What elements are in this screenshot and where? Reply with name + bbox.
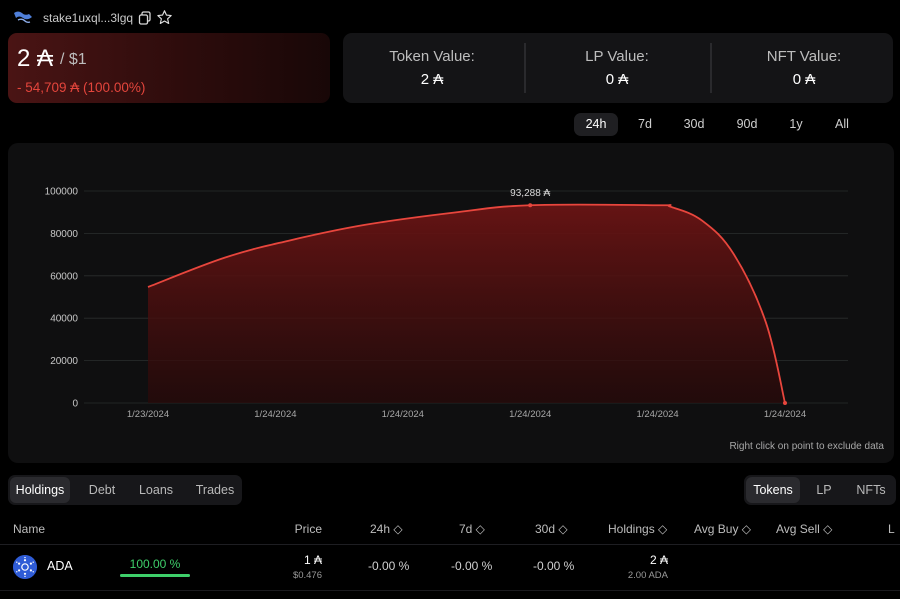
column-header-7d[interactable]: 7d ◇ <box>459 522 485 536</box>
token-price-usd: $0.476 <box>292 570 322 581</box>
portfolio-chart[interactable]: 100000 80000 60000 40000 20000 0 1/23/2024 1/2… <box>0 0 900 470</box>
value-breakdown-card <box>343 33 893 103</box>
column-header-24h[interactable]: 24h ◇ <box>370 522 403 536</box>
portfolio-share: 100.00 % <box>129 557 181 571</box>
divider <box>710 43 712 93</box>
range-tab-30d[interactable]: 30d <box>683 117 705 131</box>
portfolio-value-card <box>8 33 330 103</box>
nft-value: 0 ₳ <box>792 71 816 88</box>
tab-tokens[interactable]: Tokens <box>746 477 800 503</box>
y-tick-label: 0 <box>72 399 78 410</box>
x-tick-label: 1/24/2024 <box>636 409 678 420</box>
peak-label: 93,288 ₳ <box>510 188 550 199</box>
range-tab-24h[interactable]: 24h <box>574 113 618 136</box>
column-header-price[interactable]: Price <box>294 522 322 536</box>
tab-holdings[interactable]: Holdings <box>10 477 70 503</box>
token-price: 1 ₳ <box>303 553 322 567</box>
tab-loans[interactable]: Loans <box>138 483 174 497</box>
divider <box>524 43 526 93</box>
chart-area <box>148 204 785 403</box>
lp-value-label: LP Value: <box>585 48 649 65</box>
range-tab-all[interactable]: All <box>835 117 849 131</box>
chart-line <box>147 203 786 404</box>
lp-value: 0 ₳ <box>605 71 629 88</box>
tab-nfts[interactable]: NFTs <box>856 483 886 497</box>
column-header-avg-buy[interactable]: Avg Buy ◇ <box>694 522 752 536</box>
nft-value-block: NFT Value: 0 ₳ <box>714 33 894 103</box>
x-tick-label: 1/24/2024 <box>764 409 806 420</box>
divider <box>0 590 900 591</box>
ada-token-icon <box>13 555 37 579</box>
portfolio-share-bar <box>120 574 190 577</box>
stake-address: stake1uxql...3lgq <box>43 11 134 25</box>
wallet-logo-icon <box>14 11 32 24</box>
y-tick-label: 20000 <box>50 356 78 367</box>
y-tick-label: 100000 <box>45 187 79 198</box>
token-value-label: Token Value: <box>389 48 475 65</box>
nft-value-label: NFT Value: <box>766 48 842 65</box>
portfolio-change: - 54,709 ₳ (100.00%) <box>17 80 146 95</box>
change-24h: -0.00 % <box>368 559 410 573</box>
token-name[interactable]: ADA <box>47 559 73 573</box>
tab-debt[interactable]: Debt <box>88 483 116 497</box>
range-tab-7d[interactable]: 7d <box>638 117 652 131</box>
x-tick-label: 1/24/2024 <box>382 409 424 420</box>
range-tab-90d[interactable]: 90d <box>736 117 758 131</box>
x-tick-label: 1/24/2024 <box>254 409 296 420</box>
portfolio-usd-value: / $1 <box>60 51 87 68</box>
portfolio-value: 2 ₳ <box>17 45 54 72</box>
change-7d: -0.00 % <box>451 559 493 573</box>
chart-hint: Right click on point to exclude data <box>729 441 884 452</box>
column-header-avg-sell[interactable]: Avg Sell ◇ <box>776 522 833 536</box>
y-tick-label: 60000 <box>50 271 78 282</box>
range-tab-1y[interactable]: 1y <box>789 117 803 131</box>
column-header-name[interactable]: Name <box>13 522 46 536</box>
token-value: 2 ₳ <box>420 71 444 88</box>
token-value-block: Token Value: 2 ₳ <box>342 33 522 103</box>
change-30d: -0.00 % <box>533 559 575 573</box>
token-holdings: 2 ₳ <box>649 553 668 567</box>
tab-trades[interactable]: Trades <box>195 483 235 497</box>
lp-value-block: LP Value: 0 ₳ <box>527 33 707 103</box>
y-tick-label: 80000 <box>50 229 78 240</box>
column-header-l[interactable]: L <box>888 522 895 536</box>
divider <box>0 544 900 545</box>
x-tick-label: 1/23/2024 <box>127 409 169 420</box>
tab-lp[interactable]: LP <box>816 483 832 497</box>
end-point[interactable] <box>783 400 787 405</box>
column-header-holdings[interactable]: Holdings ◇ <box>608 522 668 536</box>
token-holdings-amount: 2.00 ADA <box>627 570 668 581</box>
star-icon[interactable] <box>156 9 173 26</box>
copy-icon[interactable] <box>138 11 152 25</box>
y-tick-label: 40000 <box>50 314 78 325</box>
peak-point[interactable] <box>528 203 533 208</box>
column-header-30d[interactable]: 30d ◇ <box>535 522 568 536</box>
x-tick-label: 1/24/2024 <box>509 409 551 420</box>
